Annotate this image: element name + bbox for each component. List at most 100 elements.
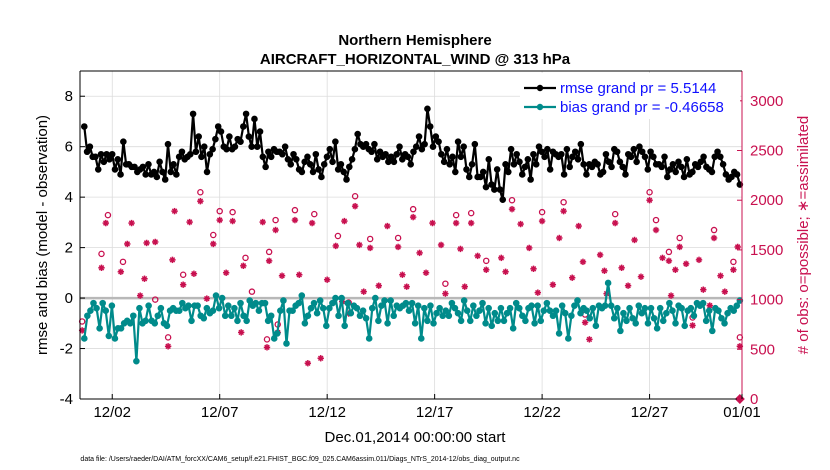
series-point-rmse <box>571 148 579 156</box>
series-point-bias <box>136 304 143 312</box>
series-point-rmse <box>708 168 716 176</box>
obs-possible-marker <box>229 208 236 216</box>
legend-marker-rmse <box>536 84 544 92</box>
series-point-rmse <box>376 148 384 156</box>
series-point-bias <box>179 299 186 307</box>
series-point-rmse <box>312 150 320 158</box>
series-point-bias <box>105 332 113 340</box>
series-point-rmse <box>717 153 724 161</box>
series-point-rmse <box>97 150 105 158</box>
asterisk-stroke <box>238 329 244 336</box>
x-tick-label: 12/27 <box>631 404 669 421</box>
series-point-bias <box>565 335 572 342</box>
series-point-bias <box>301 320 309 327</box>
obs-assimilated-marker <box>483 266 490 273</box>
asterisk-stroke <box>317 355 324 362</box>
series-point-rmse <box>178 148 186 156</box>
x-axis-label: Dec.01,2014 00:00:00 start <box>325 429 507 446</box>
series-point-rmse <box>608 163 615 171</box>
series-point-rmse <box>83 148 91 156</box>
obs-possible-marker <box>442 280 449 287</box>
series-point-rmse <box>209 145 216 153</box>
series-point-bias <box>341 322 348 330</box>
obs-assimilated-marker <box>143 239 150 247</box>
obs-assimilated-marker <box>323 276 331 283</box>
series-point-bias <box>656 304 664 312</box>
series-point-rmse <box>293 156 300 163</box>
x-tick-label: 12/07 <box>201 404 239 421</box>
series-point-rmse <box>284 156 292 163</box>
series-point-rmse <box>443 145 451 153</box>
series-point-bias <box>362 314 370 322</box>
series-point-bias <box>485 304 492 312</box>
obs-assimilated-marker <box>467 219 475 227</box>
series-point-bias <box>390 312 397 320</box>
chart-subtitle: AIRCRAFT_HORIZONTAL_WIND @ 313 hPa <box>260 51 571 68</box>
series-point-bias <box>641 304 649 312</box>
series-point-bias <box>289 307 296 314</box>
obs-assimilated-marker <box>596 251 604 259</box>
obs-assimilated-marker <box>186 218 193 226</box>
series-point-rmse <box>214 123 222 130</box>
series-point-bias <box>387 297 394 304</box>
series-point-rmse <box>468 161 476 168</box>
series-point-rmse <box>80 123 88 130</box>
series-point-rmse <box>301 158 308 166</box>
series-point-bias <box>295 299 303 307</box>
asterisk-stroke <box>395 244 401 250</box>
obs-possible-marker <box>263 336 271 343</box>
obs-assimilated-marker <box>179 281 187 288</box>
asterisk-stroke <box>240 263 247 269</box>
obs-assimilated-marker <box>676 243 683 251</box>
series-point-bias <box>411 320 419 327</box>
obs-assimilated-marker <box>665 257 673 265</box>
series-point-bias <box>663 309 670 317</box>
series-point-bias <box>515 304 523 312</box>
series-point-rmse <box>513 150 520 158</box>
asterisk-stroke <box>672 267 679 273</box>
asterisk-stroke <box>569 274 575 281</box>
obs-possible-marker <box>710 226 718 234</box>
x-tick-label: 12/02 <box>93 404 131 421</box>
obs-assimilated-marker <box>646 197 653 204</box>
series-point-bias <box>589 304 597 312</box>
series-point-bias <box>672 320 679 327</box>
series-point-bias <box>512 299 520 307</box>
asterisk-stroke <box>309 220 315 226</box>
series-point-rmse <box>256 128 264 135</box>
asterisk-stroke <box>498 255 505 261</box>
series-point-rmse <box>544 145 551 153</box>
series-point-rmse <box>577 140 585 148</box>
series-point-rmse <box>323 153 331 161</box>
series-point-rmse <box>558 150 565 158</box>
obs-assimilated-marker <box>618 264 625 271</box>
series-point-rmse <box>426 123 434 130</box>
asterisk-stroke <box>442 290 449 297</box>
asterisk-stroke <box>333 243 339 249</box>
asterisk-stroke <box>711 235 717 241</box>
asterisk-stroke <box>722 288 728 295</box>
y-right-tick-label: 1000 <box>750 292 783 309</box>
asterisk-stroke <box>423 269 429 276</box>
asterisk-stroke <box>575 223 582 229</box>
obs-assimilated-marker <box>117 268 125 275</box>
series-point-rmse <box>541 153 548 161</box>
obs-assimilated-marker <box>124 240 131 248</box>
series-point-bias <box>457 317 465 325</box>
series-point-bias <box>442 307 450 314</box>
obs-assimilated-marker <box>695 256 703 264</box>
series-point-rmse <box>496 186 504 193</box>
obs-assimilated-marker <box>611 219 619 227</box>
series-point-bias <box>687 304 695 312</box>
obs-assimilated-marker <box>238 329 245 336</box>
series-point-bias <box>224 302 232 309</box>
series-point-bias <box>669 307 676 314</box>
y-right-axis-label: # of obs: o=possible; ∗=assimilated <box>795 116 812 355</box>
obs-assimilated-marker <box>356 241 363 249</box>
series-point-rmse <box>354 130 361 138</box>
legend: rmse grand pr = 5.5144 bias grand pr = -0… <box>520 73 740 119</box>
obs-assimilated-marker <box>526 244 533 252</box>
series-point-rmse <box>452 168 459 176</box>
series-point-bias <box>522 317 529 325</box>
